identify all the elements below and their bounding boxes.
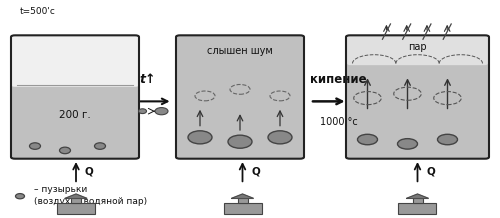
Ellipse shape bbox=[30, 143, 40, 149]
Bar bbox=[57, 203, 95, 214]
Ellipse shape bbox=[155, 108, 168, 115]
Bar bbox=[238, 198, 248, 203]
Text: t=500'c: t=500'c bbox=[20, 7, 56, 15]
FancyBboxPatch shape bbox=[347, 35, 488, 65]
Polygon shape bbox=[65, 194, 87, 198]
Text: кипение: кипение bbox=[310, 73, 367, 86]
Text: слышен шум: слышен шум bbox=[207, 46, 273, 56]
Text: 1000 °c: 1000 °c bbox=[320, 117, 358, 127]
FancyBboxPatch shape bbox=[11, 35, 139, 87]
Bar bbox=[224, 203, 262, 214]
Ellipse shape bbox=[268, 131, 292, 144]
Bar bbox=[71, 198, 81, 203]
Text: 200 г.: 200 г. bbox=[59, 110, 91, 120]
FancyBboxPatch shape bbox=[176, 35, 304, 159]
Bar bbox=[398, 203, 436, 214]
Ellipse shape bbox=[398, 139, 417, 149]
Ellipse shape bbox=[438, 134, 458, 145]
FancyBboxPatch shape bbox=[11, 83, 139, 159]
Text: пар: пар bbox=[408, 42, 427, 52]
Text: Q: Q bbox=[426, 167, 435, 177]
Ellipse shape bbox=[228, 135, 252, 148]
Polygon shape bbox=[406, 194, 428, 198]
FancyBboxPatch shape bbox=[346, 35, 489, 159]
Text: Q: Q bbox=[85, 167, 94, 177]
Polygon shape bbox=[232, 194, 254, 198]
Text: t↑: t↑ bbox=[140, 73, 156, 86]
Text: Q: Q bbox=[252, 167, 260, 177]
Bar bbox=[412, 198, 422, 203]
Text: – пузырьки
(воздух + водяной пар): – пузырьки (воздух + водяной пар) bbox=[34, 185, 147, 206]
Ellipse shape bbox=[358, 134, 378, 145]
Ellipse shape bbox=[94, 143, 106, 149]
Ellipse shape bbox=[188, 131, 212, 144]
Ellipse shape bbox=[138, 109, 146, 114]
Ellipse shape bbox=[16, 194, 24, 199]
Ellipse shape bbox=[60, 147, 70, 154]
